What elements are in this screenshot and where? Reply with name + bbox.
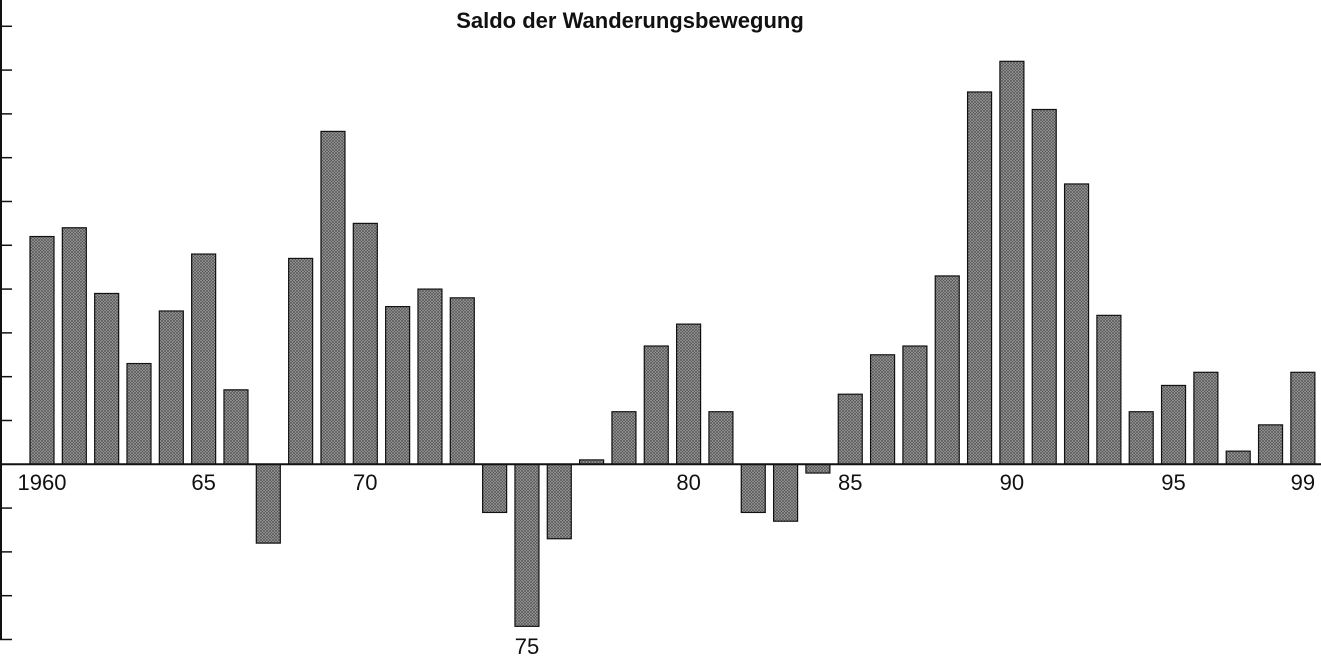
bar (740, 463, 766, 514)
bar (1096, 314, 1122, 465)
bar (385, 306, 411, 465)
bar (1128, 411, 1154, 465)
x-tick-label: 70 (353, 470, 377, 495)
bar (255, 463, 281, 544)
x-tick-label: 95 (1161, 470, 1185, 495)
bar (611, 411, 637, 465)
bar (191, 253, 217, 465)
bar (449, 297, 475, 465)
bar (1193, 371, 1219, 465)
bar (772, 463, 799, 522)
x-tick-label: 90 (1000, 470, 1024, 495)
bar (288, 257, 314, 465)
bar (514, 463, 540, 627)
bar (1031, 108, 1057, 465)
bar (1063, 183, 1090, 465)
bar (126, 362, 152, 465)
x-tick-label: 99 (1291, 470, 1315, 495)
bar (837, 393, 863, 465)
bar (417, 288, 443, 465)
bar (546, 463, 572, 540)
bar (94, 292, 120, 465)
chart-title: Saldo der Wanderungsbewegung (456, 8, 804, 33)
bar (223, 389, 249, 465)
bar (320, 130, 346, 465)
x-tick-label: 75 (515, 634, 539, 657)
bar (352, 222, 378, 465)
bar (1160, 384, 1187, 465)
x-tick-label: 65 (191, 470, 215, 495)
bar (966, 91, 993, 465)
bar (708, 411, 734, 465)
bar (643, 345, 669, 465)
bar (1290, 371, 1316, 465)
bar (61, 227, 87, 465)
x-tick-label: 85 (838, 470, 862, 495)
bar (482, 463, 508, 514)
bar (869, 354, 896, 465)
bar (902, 345, 928, 465)
bar (999, 60, 1025, 465)
bar (934, 275, 960, 465)
bar (805, 463, 831, 474)
bar (29, 235, 55, 465)
bar (1257, 424, 1284, 465)
x-tick-label: 1960 (18, 470, 67, 495)
bar (1225, 450, 1251, 465)
x-tick-label: 80 (676, 470, 700, 495)
bar (675, 323, 702, 465)
bar (158, 310, 184, 465)
